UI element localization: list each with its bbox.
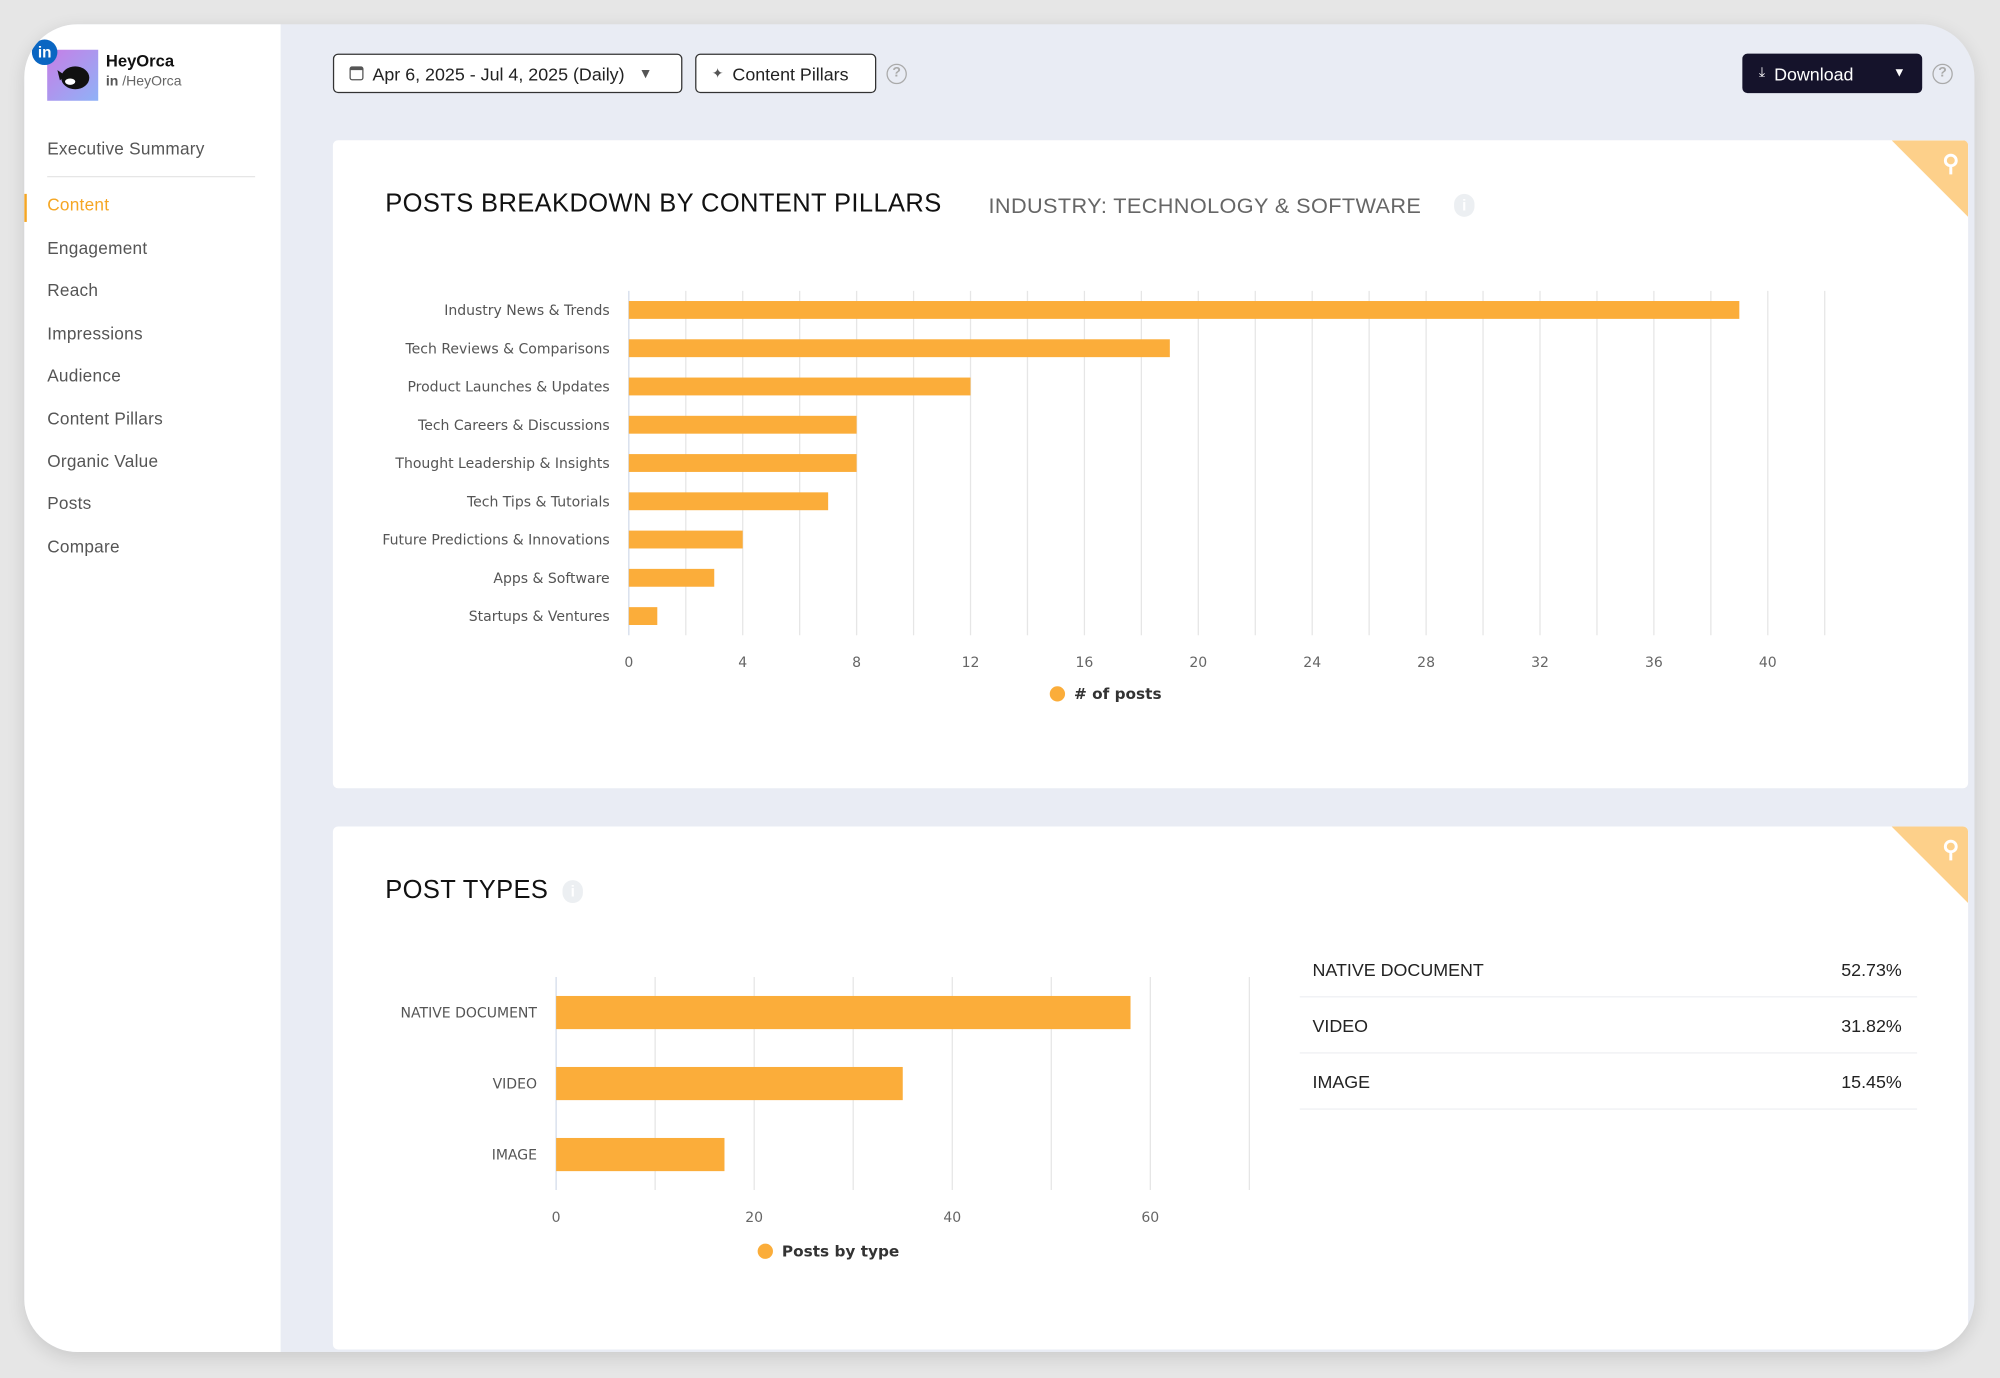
caret-down-icon: ▼ <box>638 65 653 81</box>
legend-label: # of posts <box>1074 685 1162 703</box>
bar <box>628 377 971 396</box>
bar <box>628 568 715 587</box>
x-tick-label: 0 <box>552 1210 561 1226</box>
download-button[interactable]: ⤓ Download ▼ <box>1742 53 1923 94</box>
search-icon: ⚲ <box>1942 836 1960 863</box>
brand-handle-text: /HeyOrca <box>122 73 182 90</box>
row-value: 52.73% <box>1841 959 1902 980</box>
x-tick-label: 40 <box>1759 655 1777 671</box>
y-tick-label: Tech Tips & Tutorials <box>466 494 610 510</box>
post-types-card: ⚲ POST TYPES i 0 20 40 60 NATIVE DOCUMENT VID… <box>332 826 1969 1350</box>
x-tick-label: 20 <box>1189 655 1207 671</box>
app-window: in HeyOrca in /HeyOrca Executive Summary… <box>24 24 1975 1353</box>
table-row: NATIVE DOCUMENT 52.73% <box>1299 941 1918 998</box>
help-icon[interactable]: ? <box>886 63 907 85</box>
x-tick-label: 60 <box>1141 1210 1159 1226</box>
y-tick-label: NATIVE DOCUMENT <box>401 1006 538 1022</box>
pillars-card: ⚲ POSTS BREAKDOWN BY CONTENT PILLARS IND… <box>332 140 1969 789</box>
y-tick-label: IMAGE <box>492 1148 537 1164</box>
x-tick-label: 8 <box>852 655 861 671</box>
y-tick-label: Tech Careers & Discussions <box>417 418 610 434</box>
content-pillars-label: Content Pillars <box>732 63 849 84</box>
y-tick-label: Startups & Ventures <box>469 609 610 625</box>
bar <box>628 454 857 472</box>
info-icon[interactable]: i <box>562 880 583 904</box>
y-tick-label: Apps & Software <box>493 571 609 587</box>
x-tick-label: 36 <box>1645 655 1663 671</box>
bar <box>628 530 743 549</box>
search-icon: ⚲ <box>1942 150 1960 177</box>
x-tick-label: 40 <box>943 1210 961 1226</box>
bar <box>628 339 1170 358</box>
pillars-chart: 0 4 8 12 16 20 24 28 32 36 40 Industry News & Trend… <box>382 290 1826 703</box>
content-pillars-button[interactable]: ✦ Content Pillars <box>695 53 877 94</box>
x-tick-label: 20 <box>745 1210 763 1226</box>
legend-label: Posts by type <box>782 1242 899 1260</box>
download-label: Download <box>1774 63 1854 84</box>
legend-marker <box>1049 686 1066 702</box>
date-range-label: Apr 6, 2025 - Jul 4, 2025 (Daily) <box>372 63 625 84</box>
bar <box>556 1137 725 1172</box>
sparkle-icon: ✦ <box>711 66 724 82</box>
sidebar-item-posts[interactable]: Posts <box>47 493 92 513</box>
y-tick-label: Product Launches & Updates <box>407 380 609 396</box>
sidebar-item-executive-summary[interactable]: Executive Summary <box>47 139 205 159</box>
brand-avatar <box>47 49 99 101</box>
sidebar-item-organic-value[interactable]: Organic Value <box>47 451 159 471</box>
card-title: POST TYPES <box>385 876 549 905</box>
table-row: IMAGE 15.45% <box>1299 1054 1918 1110</box>
bar <box>628 607 658 625</box>
bar <box>628 301 1740 319</box>
x-tick-label: 28 <box>1417 655 1435 671</box>
legend-marker <box>757 1243 773 1259</box>
sidebar-item-content-pillars[interactable]: Content Pillars <box>47 409 164 429</box>
row-value: 31.82% <box>1841 1015 1902 1036</box>
x-tick-label: 4 <box>738 655 747 671</box>
y-tick-label: Industry News & Trends <box>444 303 609 319</box>
info-icon[interactable]: i <box>1454 193 1475 217</box>
brand-handle: in /HeyOrca <box>105 73 182 90</box>
zoom-corner[interactable]: ⚲ <box>1891 826 1969 904</box>
y-tick-label: VIDEO <box>493 1077 537 1093</box>
sidebar-item-compare[interactable]: Compare <box>47 536 120 557</box>
x-tick-label: 32 <box>1531 655 1549 671</box>
x-tick-label: 16 <box>1075 655 1093 671</box>
row-label: NATIVE DOCUMENT <box>1312 959 1484 980</box>
sidebar-divider <box>47 176 256 178</box>
y-tick-label: Future Predictions & Innovations <box>382 533 609 549</box>
sidebar: in HeyOrca in /HeyOrca Executive Summary… <box>24 24 281 1353</box>
x-tick-label: 24 <box>1303 655 1321 671</box>
calendar-icon <box>349 66 364 81</box>
x-tick-label: 12 <box>962 655 980 671</box>
download-icon: ⤓ <box>1758 65 1766 81</box>
linkedin-icon: in <box>31 39 58 66</box>
row-label: IMAGE <box>1312 1071 1371 1092</box>
sidebar-item-impressions[interactable]: Impressions <box>47 323 143 344</box>
sidebar-item-content[interactable]: Content <box>47 195 110 215</box>
bar <box>628 415 857 434</box>
x-tick-label: 0 <box>624 655 633 671</box>
y-tick-label: Thought Leadership & Insights <box>394 456 609 472</box>
bar <box>628 492 829 511</box>
brand-name: HeyOrca <box>105 51 175 71</box>
sidebar-item-reach[interactable]: Reach <box>47 280 99 300</box>
bar <box>556 1066 903 1101</box>
bar <box>556 995 1131 1030</box>
sidebar-item-engagement[interactable]: Engagement <box>47 238 148 258</box>
card-title: POSTS BREAKDOWN BY CONTENT PILLARS <box>385 190 942 219</box>
card-subtitle: INDUSTRY: TECHNOLOGY & SOFTWARE <box>988 193 1422 219</box>
row-value: 15.45% <box>1841 1071 1902 1092</box>
post-types-chart: 0 20 40 60 NATIVE DOCUMENT VIDEO IMAGE Posts by… <box>401 977 1250 1260</box>
active-indicator <box>24 193 27 222</box>
table-row: VIDEO 31.82% <box>1299 997 1918 1054</box>
caret-down-icon[interactable]: ▼ <box>1892 66 1906 81</box>
y-tick-label: Tech Reviews & Comparisons <box>404 341 609 357</box>
row-label: VIDEO <box>1312 1015 1369 1036</box>
help-icon[interactable]: ? <box>1932 63 1953 85</box>
sidebar-item-audience[interactable]: Audience <box>47 366 122 386</box>
date-range-picker[interactable]: Apr 6, 2025 - Jul 4, 2025 (Daily) ▼ <box>332 53 683 94</box>
